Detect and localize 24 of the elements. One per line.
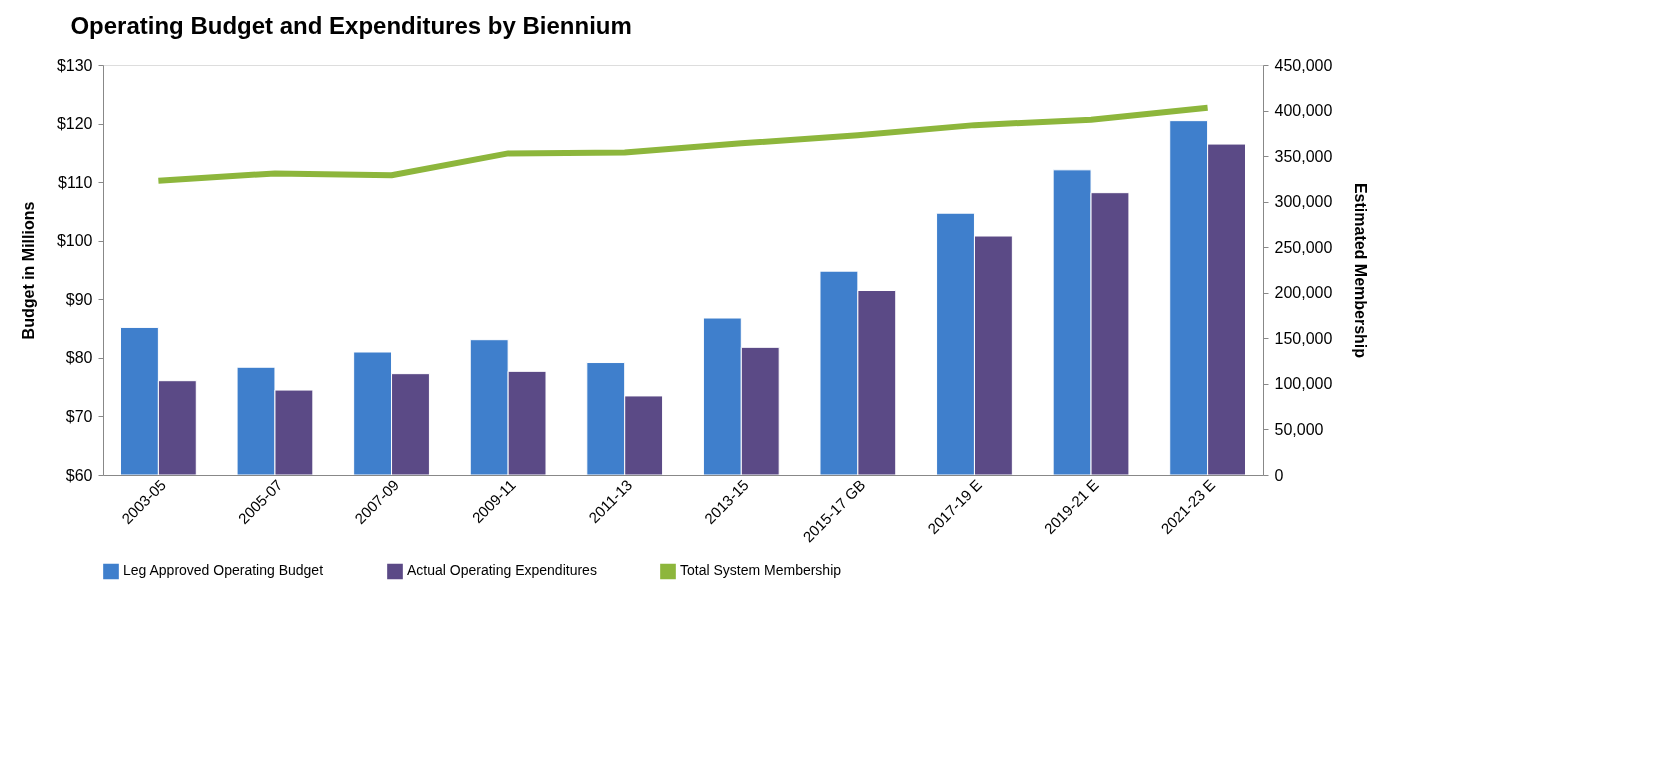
y2-tick-label: 150,000 [1274,329,1333,347]
legend-label: Actual Operating Expenditures [407,562,597,579]
y2-tick-label: 0 [1274,466,1284,484]
y-tick-label: $70 [65,407,93,425]
y2-tick-label: 300,000 [1274,193,1333,211]
y2-tick-label: 400,000 [1274,102,1333,120]
y2-tick-label: 450,000 [1274,56,1333,74]
y2-tick-label: 100,000 [1274,375,1333,393]
y-tick-label: $110 [58,173,93,191]
y-tick-label: $90 [65,290,93,308]
y2-tick-label: 250,000 [1274,238,1333,256]
y-axis-title: Budget in Millions [19,201,37,340]
y-tick-label: $80 [65,349,93,367]
y-tick-label: $60 [65,466,93,484]
y2-tick-label: 50,000 [1274,420,1324,438]
chart-title: Operating Budget and Expenditures by Biennium [70,12,632,39]
y-tick-label: $120 [56,115,93,133]
y-tick-label: $100 [56,232,93,250]
legend-label: Leg Approved Operating Budget [123,562,324,579]
y2-tick-label: 200,000 [1274,284,1333,302]
y-tick-label: $130 [56,56,93,74]
legend-label: Total System Membership [680,562,842,579]
y2-tick-label: 350,000 [1274,147,1333,165]
y2-axis-title: Estimated Membership [1352,182,1370,359]
